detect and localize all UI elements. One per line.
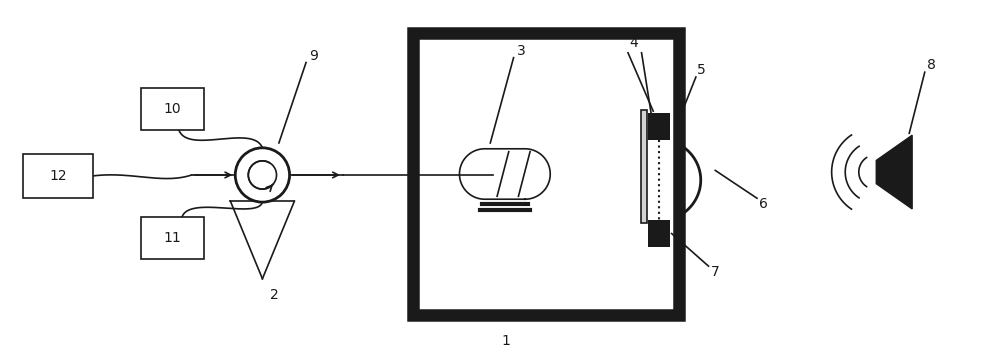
Text: 12: 12 (49, 169, 67, 183)
Text: 8: 8 (927, 58, 936, 72)
Circle shape (235, 148, 290, 202)
FancyBboxPatch shape (413, 33, 679, 314)
FancyBboxPatch shape (648, 113, 670, 140)
Text: 9: 9 (309, 49, 318, 63)
Circle shape (248, 161, 277, 189)
Text: 2: 2 (270, 289, 279, 303)
Text: 3: 3 (517, 44, 526, 58)
Polygon shape (876, 135, 912, 209)
Text: 10: 10 (164, 102, 182, 116)
FancyBboxPatch shape (648, 220, 670, 247)
Text: 5: 5 (697, 63, 706, 77)
Text: 6: 6 (759, 197, 768, 211)
Text: 11: 11 (164, 231, 182, 245)
FancyBboxPatch shape (23, 154, 93, 198)
Text: 4: 4 (629, 36, 638, 50)
FancyBboxPatch shape (641, 110, 647, 223)
Text: 7: 7 (711, 265, 720, 279)
FancyBboxPatch shape (141, 217, 204, 259)
Text: 1: 1 (502, 334, 510, 348)
FancyBboxPatch shape (141, 88, 204, 130)
